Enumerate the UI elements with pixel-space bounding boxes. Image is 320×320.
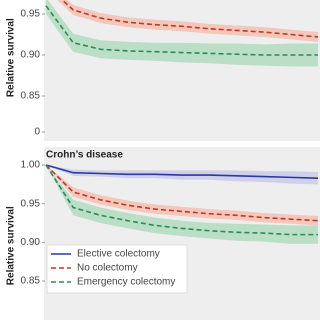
y-tick-label: 0.85 (21, 91, 41, 102)
series-line (45, 164, 319, 179)
plot-background (44, 0, 320, 141)
y-tick-label: 0.95 (21, 198, 41, 209)
y-tick-label: 0.85 (21, 276, 41, 287)
legend-label: Elective colectomy (77, 249, 160, 260)
y-tick-label: 0.95 (21, 9, 41, 20)
y-axis-label: Relative survival (6, 18, 17, 97)
series-line (45, 164, 319, 222)
panel-title: Crohn’s disease (46, 150, 123, 161)
legend-label: Emergency colectomy (77, 277, 175, 288)
y-axis-label: Relative survival (6, 206, 17, 285)
series-line (45, 164, 318, 236)
legend-box (46, 244, 188, 294)
confidence-band (46, 0, 318, 67)
confidence-band (46, 165, 318, 244)
y-tick-label: 0 (34, 127, 40, 138)
series-line (61, 0, 319, 38)
y-tick-label: 1.00 (21, 160, 41, 171)
y-tick-label: 0.90 (21, 50, 41, 61)
series-line (45, 5, 318, 56)
legend-label: No colectomy (77, 263, 138, 274)
y-tick-label: 0.90 (21, 237, 41, 248)
